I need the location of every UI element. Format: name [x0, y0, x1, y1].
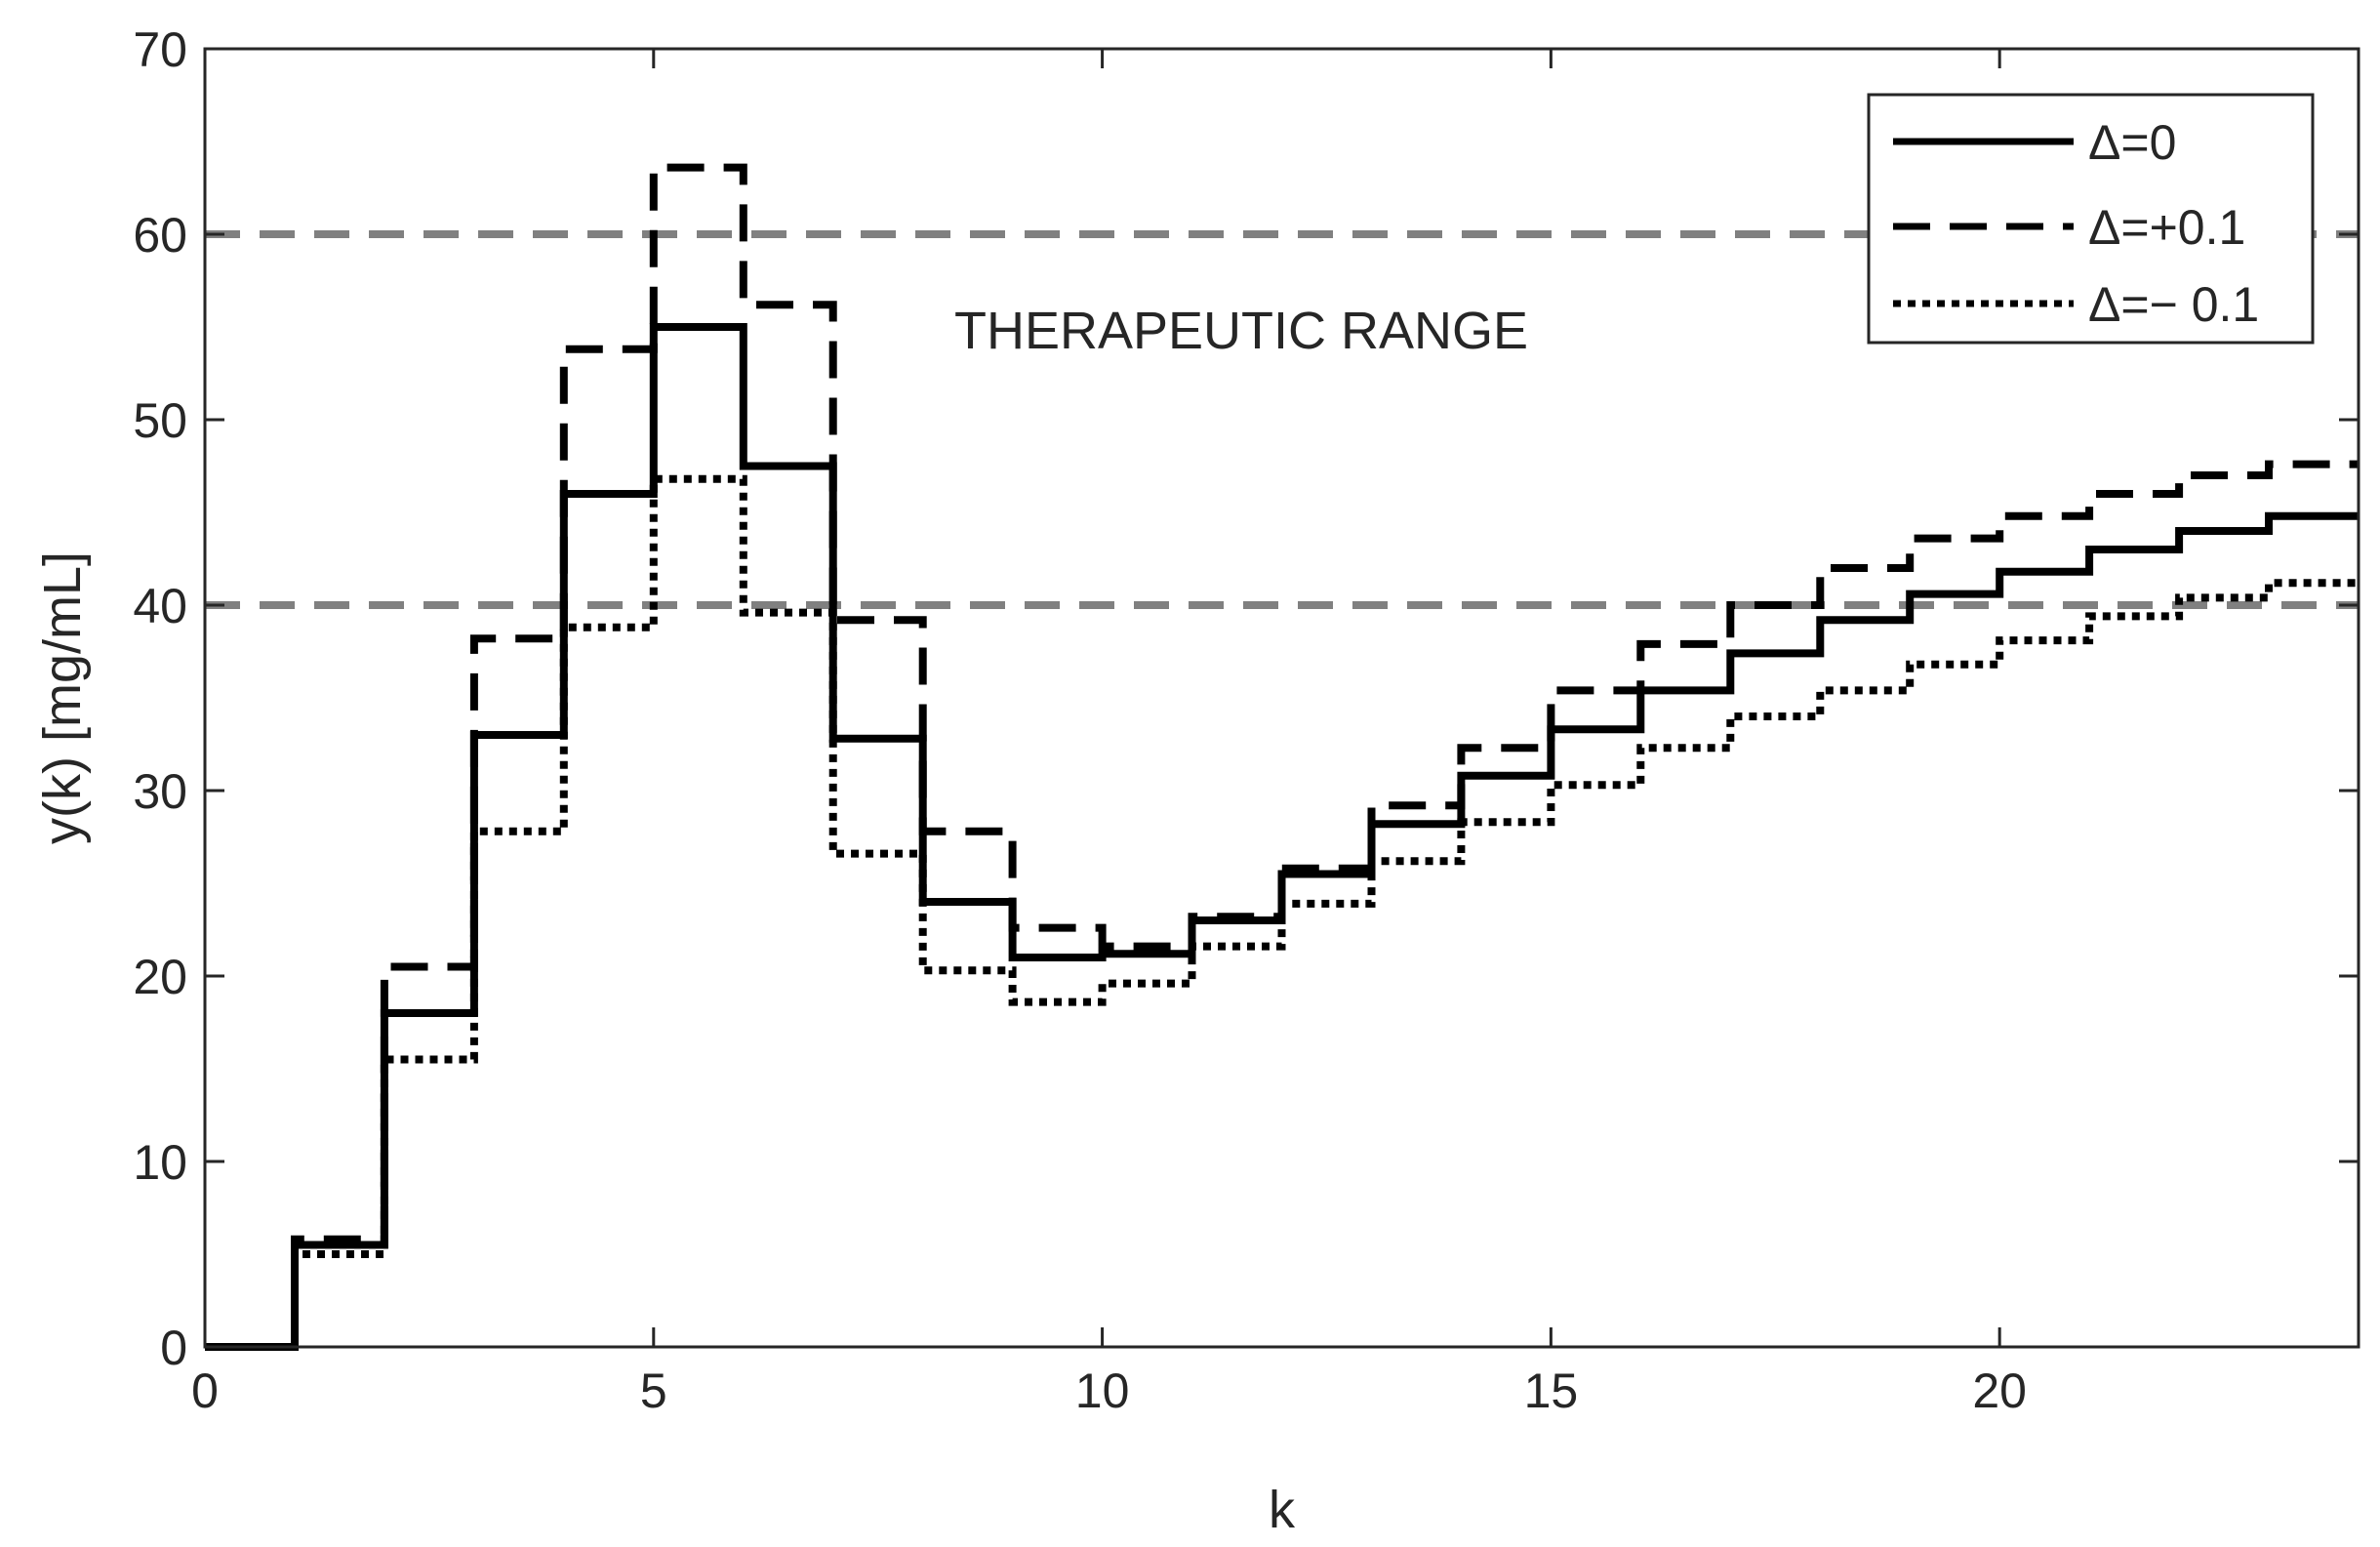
y-tick-label: 10 [133, 1135, 187, 1190]
x-tick-label: 20 [1972, 1364, 2027, 1418]
y-tick-label: 70 [133, 22, 187, 77]
y-tick-label: 20 [133, 950, 187, 1004]
series-layer [205, 163, 2359, 1351]
y-axis-title: y(k) [mg/mL] [33, 551, 92, 844]
x-tick-label: 10 [1075, 1364, 1130, 1418]
y-tick-label: 0 [160, 1321, 187, 1375]
series-line-dotted [205, 474, 2359, 1351]
legend: Δ=0 Δ=+0.1 Δ=− 0.1 [1867, 93, 2315, 345]
series-line-dashed [205, 163, 2359, 1351]
legend-label-delta-plus: Δ=+0.1 [2088, 200, 2245, 255]
x-tick-label: 5 [640, 1364, 667, 1418]
legend-label-delta-minus: Δ=− 0.1 [2088, 277, 2259, 332]
y-tick-label: 40 [133, 579, 187, 633]
therapeutic-range-annotation: THERAPEUTIC RANGE [954, 302, 1528, 360]
ticks: 0 5 10 15 20 0 10 20 30 40 50 60 70 [133, 22, 2359, 1418]
x-tick-label: 15 [1524, 1364, 1579, 1418]
legend-label-delta-0: Δ=0 [2088, 115, 2176, 170]
y-tick-label: 50 [133, 393, 187, 448]
y-tick-label: 60 [133, 208, 187, 263]
plot-area-frame [203, 47, 2360, 1349]
y-tick-label: 30 [133, 764, 187, 819]
x-tick-label: 0 [191, 1364, 219, 1418]
x-axis-title: k [1269, 1481, 1296, 1539]
